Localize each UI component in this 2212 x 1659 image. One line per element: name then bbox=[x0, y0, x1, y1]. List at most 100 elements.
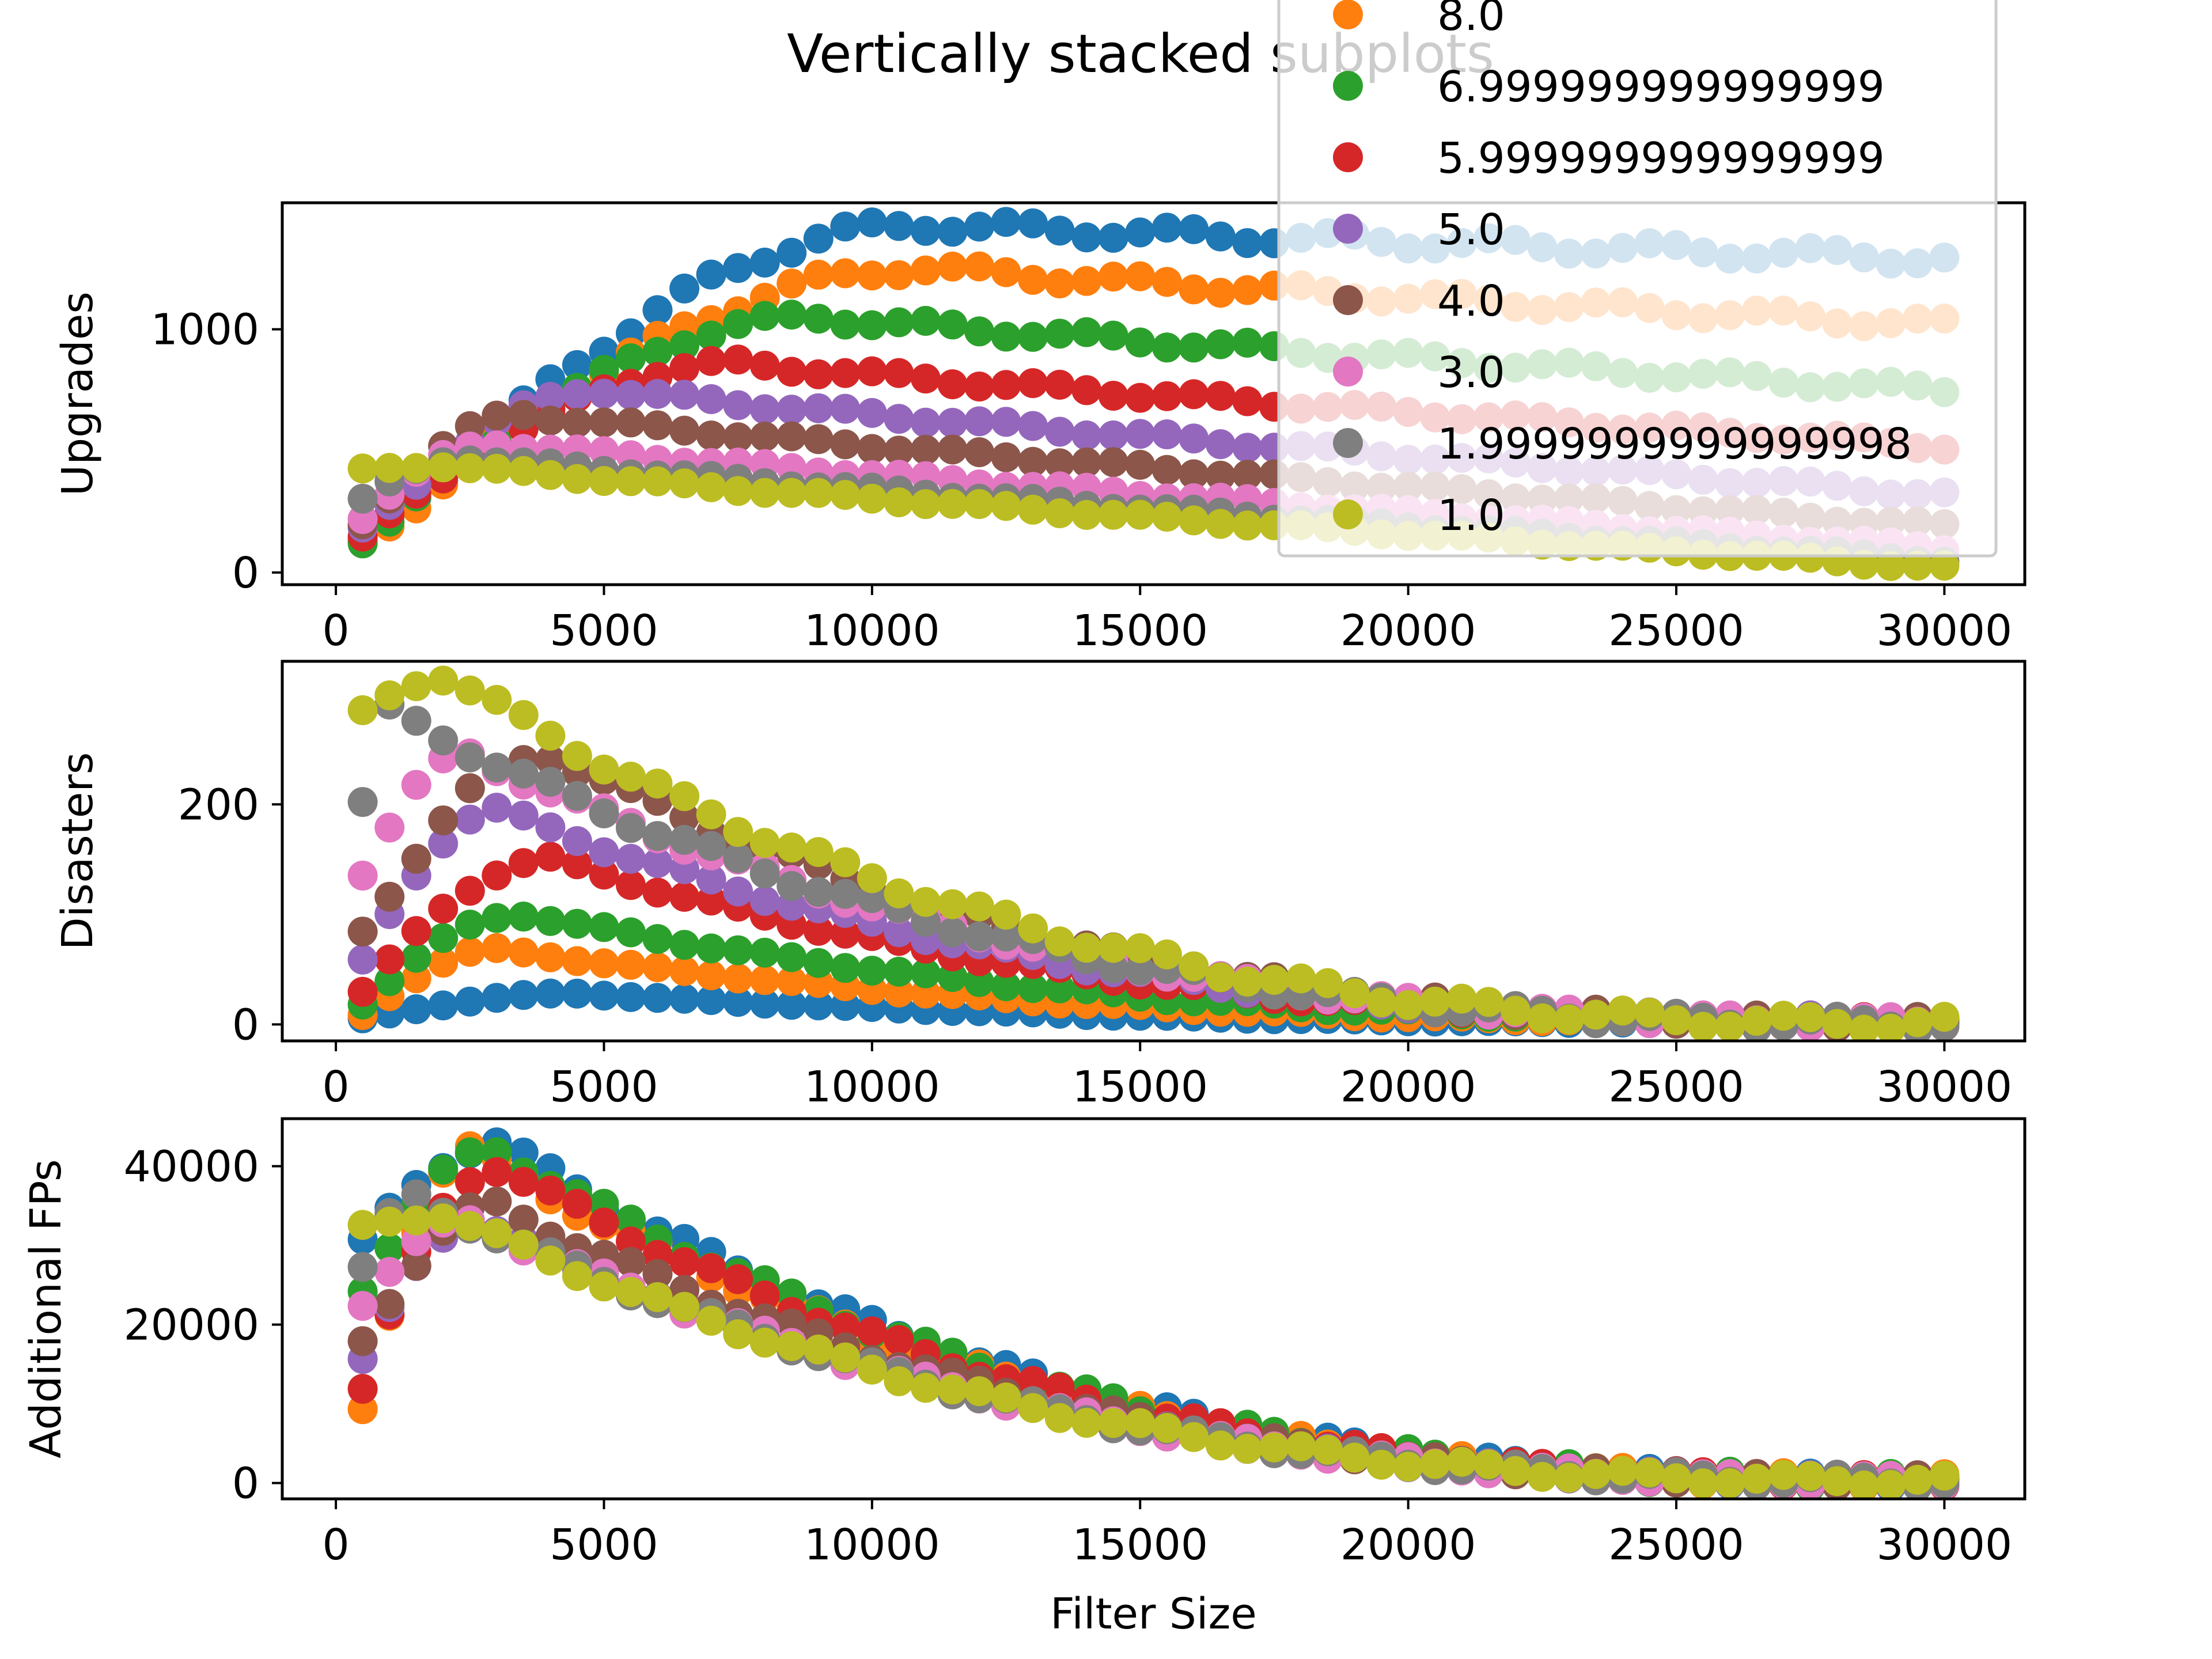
data-point bbox=[991, 899, 1021, 930]
data-point bbox=[1500, 995, 1531, 1026]
data-point bbox=[616, 813, 646, 843]
data-point bbox=[616, 949, 646, 980]
data-point bbox=[589, 407, 619, 438]
data-point bbox=[482, 793, 512, 823]
x-tick-label: 20000 bbox=[1340, 1062, 1476, 1112]
data-point bbox=[669, 930, 700, 960]
data-point bbox=[991, 407, 1021, 437]
data-point bbox=[1232, 510, 1263, 541]
data-point bbox=[1741, 1464, 1772, 1494]
data-point bbox=[642, 295, 673, 325]
data-point bbox=[1446, 1446, 1477, 1477]
data-point bbox=[991, 207, 1021, 237]
data-point bbox=[374, 1289, 405, 1319]
data-point bbox=[454, 742, 485, 772]
data-point bbox=[1232, 433, 1263, 463]
data-point bbox=[884, 917, 914, 948]
x-tick-label: 5000 bbox=[550, 606, 658, 656]
data-point bbox=[777, 990, 807, 1020]
data-point bbox=[1179, 1422, 1209, 1452]
data-point bbox=[696, 864, 726, 895]
data-point bbox=[1018, 208, 1048, 238]
data-point bbox=[749, 478, 780, 508]
data-point bbox=[1232, 1434, 1263, 1464]
data-point bbox=[723, 422, 753, 453]
data-point bbox=[910, 489, 941, 520]
data-point bbox=[347, 1252, 378, 1282]
data-point bbox=[428, 452, 459, 483]
data-point bbox=[616, 1247, 646, 1277]
data-point bbox=[803, 224, 834, 254]
data-point bbox=[830, 847, 861, 877]
data-point bbox=[562, 350, 592, 380]
data-point bbox=[535, 1245, 566, 1276]
x-tick-label: 15000 bbox=[1073, 1520, 1208, 1570]
legend-label: 5.0 bbox=[1437, 205, 1505, 255]
data-point bbox=[723, 935, 753, 965]
data-point bbox=[535, 381, 566, 412]
x-tick-label: 15000 bbox=[1073, 1062, 1208, 1112]
legend-label: 1.0 bbox=[1437, 491, 1505, 540]
data-point bbox=[1152, 454, 1182, 485]
legend: 8.0 6.999999999999999 5.999999999999999 5.0… bbox=[1277, 0, 1998, 558]
data-point bbox=[1125, 449, 1156, 480]
data-point bbox=[991, 321, 1021, 352]
x-tick-label: 30000 bbox=[1877, 1520, 2012, 1570]
data-point bbox=[508, 902, 539, 932]
data-point bbox=[1822, 1009, 1853, 1039]
data-point bbox=[428, 1203, 459, 1234]
data-point bbox=[562, 1261, 592, 1291]
data-point bbox=[562, 1188, 592, 1219]
data-point bbox=[347, 1326, 378, 1357]
data-point bbox=[1044, 416, 1075, 447]
data-point bbox=[991, 491, 1021, 521]
data-point bbox=[642, 952, 673, 983]
data-point bbox=[884, 978, 914, 1007]
data-point bbox=[1205, 460, 1236, 491]
data-point bbox=[937, 962, 968, 993]
data-point bbox=[589, 948, 619, 979]
data-point bbox=[642, 336, 673, 367]
data-point bbox=[616, 843, 646, 874]
data-point bbox=[669, 330, 700, 361]
data-point bbox=[696, 1253, 726, 1283]
data-point bbox=[696, 1305, 726, 1336]
data-point bbox=[1125, 382, 1156, 413]
data-point bbox=[1205, 329, 1236, 359]
data-point bbox=[857, 434, 887, 464]
y-tick-label: 0 bbox=[232, 1459, 259, 1509]
y-tick-label: 1000 bbox=[151, 305, 259, 355]
data-point bbox=[1205, 278, 1236, 308]
data-point bbox=[964, 891, 994, 922]
data-point bbox=[374, 1257, 405, 1287]
data-point bbox=[1581, 1459, 1611, 1489]
data-point bbox=[1474, 987, 1504, 1017]
data-point bbox=[1098, 447, 1128, 478]
data-point bbox=[830, 918, 861, 949]
data-point bbox=[401, 1226, 431, 1256]
data-point bbox=[1205, 381, 1236, 411]
data-point bbox=[642, 877, 673, 908]
legend-marker bbox=[1333, 0, 1363, 29]
data-point bbox=[562, 849, 592, 880]
data-point bbox=[884, 878, 914, 908]
data-point bbox=[696, 384, 726, 414]
data-point bbox=[482, 933, 512, 963]
data-point bbox=[1232, 460, 1263, 490]
data-point bbox=[964, 437, 994, 467]
data-point bbox=[428, 725, 459, 756]
data-point bbox=[803, 915, 834, 946]
data-point bbox=[749, 247, 780, 278]
series-1.0 bbox=[347, 665, 1960, 1041]
data-point bbox=[1044, 319, 1075, 349]
data-point bbox=[1715, 1012, 1745, 1041]
data-point bbox=[723, 344, 753, 375]
y-tick-label: 40000 bbox=[124, 1142, 259, 1192]
data-point bbox=[401, 770, 431, 800]
data-point bbox=[535, 767, 566, 797]
data-point bbox=[1849, 1014, 1879, 1041]
data-point bbox=[830, 358, 861, 388]
data-point bbox=[1205, 509, 1236, 539]
data-point bbox=[1554, 1004, 1584, 1035]
